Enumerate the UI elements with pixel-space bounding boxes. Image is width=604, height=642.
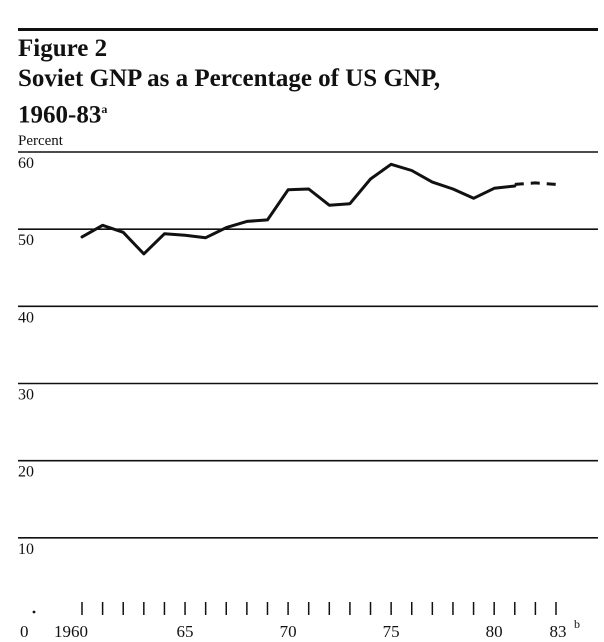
series-line-solid [80,162,517,256]
y-axis-unit-label: Percent [18,133,63,149]
y-tick-label-20: 20 [18,464,34,481]
y-tick-label-10: 10 [18,541,34,558]
chart-title: Soviet GNP as a Percentage of US GNP, 19… [18,64,578,130]
x-tick-footnote-marker: b [574,617,580,631]
x-tick-label-70: 70 [280,622,297,641]
series-line-dashed [514,181,557,186]
y-tick-label-30: 30 [18,387,34,404]
x-tick-label-75: 75 [383,622,400,641]
chart-title-line1: Soviet GNP as a Percentage of US GNP, [18,65,441,92]
x-tick-label-83: 83 [550,622,567,641]
y-axis-ticks: 10 20 30 40 50 60 [18,155,34,558]
series-lines [80,162,557,256]
top-rule [18,28,598,31]
figure-label: Figure 2 [18,35,108,62]
y-tick-label-50: 50 [18,232,34,249]
y-tick-label-40: 40 [18,309,34,326]
title-footnote-marker: a [101,102,108,116]
x-axis: 0 1960 65 70 75 80 83 b [20,602,580,641]
x-tick-label-80: 80 [486,622,503,641]
x-tick-label-1960: 1960 [54,622,88,641]
x-axis-origin-dot [32,610,36,614]
x-tick-label-0: 0 [20,622,29,641]
chart-title-line2: 1960-83 [18,101,102,129]
gridlines [18,151,598,539]
x-tick-label-65: 65 [177,622,194,641]
y-tick-label-60: 60 [18,155,34,172]
